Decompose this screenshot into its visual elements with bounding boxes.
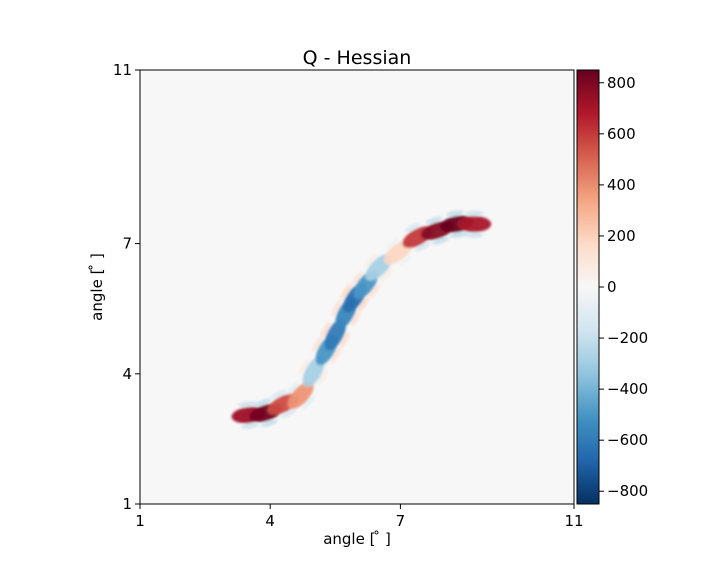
heatmap-sidelobe [358, 296, 370, 312]
heatmap-sidelobe [340, 331, 350, 348]
heatmap-sidelobe [449, 231, 468, 238]
heatmap-sidelobe [238, 401, 257, 407]
y-tick-label: 7 [122, 235, 132, 253]
heatmap-sidelobe [351, 310, 361, 327]
heatmap-sidelobe [240, 423, 259, 429]
heatmap-sidelobe [397, 255, 413, 267]
heatmap-sidelobe [465, 210, 484, 216]
colorbar-tick-label: −600 [607, 431, 648, 449]
heatmap-sidelobe [446, 210, 464, 217]
colorbar-tick-label: −400 [607, 380, 648, 398]
x-tick-label: 7 [396, 512, 406, 530]
chart-title: Q - Hessian [303, 47, 412, 69]
heatmap-sidelobe [331, 347, 342, 364]
x-tick-label: 1 [135, 512, 145, 530]
heatmap-blob [287, 381, 314, 410]
heatmap-sidelobe [368, 284, 381, 299]
x-axis-label: angle [ ̊ ] [323, 530, 391, 548]
colorbar-ticks: −800 −600 −400 −200 0 200 400 600 800 [599, 74, 648, 500]
heatmap-sidelobe [299, 358, 310, 375]
colorbar-tick-label: 400 [607, 176, 636, 194]
heatmap-sidelobe [379, 268, 394, 282]
y-axis-label: angle [ ̊ ] [88, 253, 106, 321]
heatmap-sidelobe [465, 232, 484, 238]
heatmap-sidelobe [351, 270, 363, 286]
heatmap-sidelobe [270, 389, 287, 399]
heatmap-sidelobe [384, 237, 399, 250]
heatmap-sidelobe [425, 216, 443, 224]
x-tick-label: 4 [265, 512, 275, 530]
x-axis-ticks: 1 4 7 11 [135, 504, 584, 530]
colorbar-tick-label: −800 [607, 482, 648, 500]
y-tick-label: 4 [122, 365, 132, 383]
colorbar-tick-label: 600 [607, 125, 636, 143]
colorbar-tick-label: 0 [607, 278, 617, 296]
heatmap-sidelobe [286, 381, 299, 395]
heatmap-sidelobe [280, 409, 297, 419]
y-tick-label: 11 [113, 61, 132, 79]
heatmap-sidelobe [320, 321, 331, 338]
heatmap-sidelobe [364, 253, 378, 267]
colorbar [576, 69, 600, 505]
heatmap-sidelobe [253, 398, 272, 406]
heatmap-sidelobe [340, 284, 352, 300]
colorbar-tick-label: −200 [607, 329, 648, 347]
heatmap-data [231, 210, 492, 429]
heatmap-sidelobe [312, 336, 323, 353]
plot-frame [139, 69, 575, 505]
heatmap-sidelobe [318, 369, 329, 385]
colorbar-tick-label: 800 [607, 74, 636, 92]
colorbar-tick-label: 200 [607, 227, 636, 245]
heatmap-sidelobe [432, 237, 450, 245]
heatmap-sidelobe [415, 241, 432, 252]
y-axis-ticks: 1 4 7 11 [113, 61, 140, 513]
y-tick-label: 1 [122, 495, 132, 513]
heatmap-sidelobe [331, 299, 342, 316]
heatmap-sidelobe [404, 222, 421, 233]
heatmap-blob [457, 216, 492, 233]
heatmap-sidelobe [260, 419, 278, 427]
heatmap-sidelobe [302, 396, 316, 410]
x-tick-label: 11 [564, 512, 583, 530]
